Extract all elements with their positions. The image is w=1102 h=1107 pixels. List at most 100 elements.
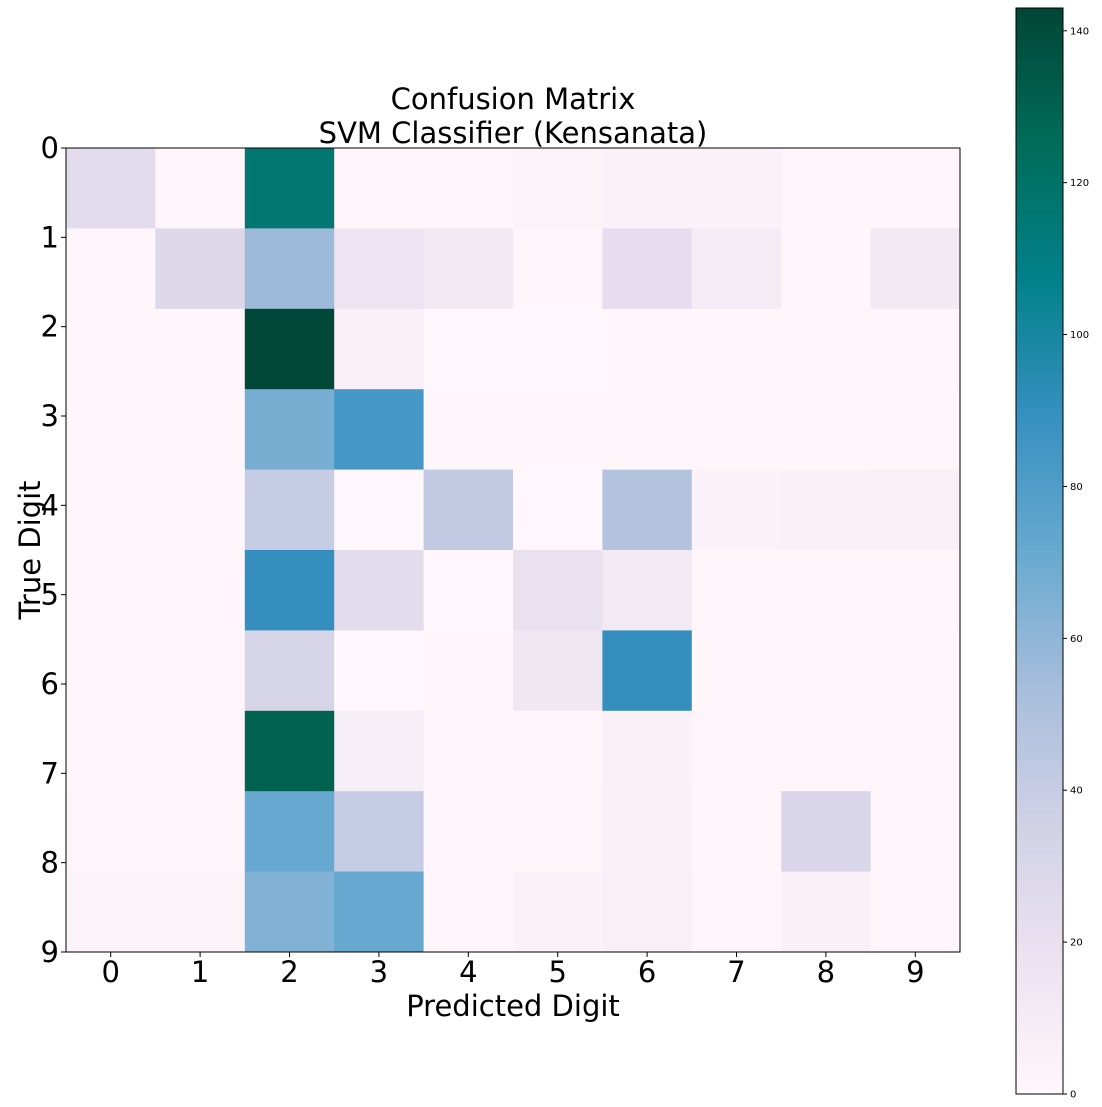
heatmap-cell-6-0 <box>66 630 156 712</box>
chart-title-line-1: Confusion Matrix <box>391 82 636 116</box>
heatmap-cell-9-6 <box>602 871 693 953</box>
chart-title-line-2: SVM Classifier (Kensanata) <box>319 116 708 150</box>
heatmap-cell-1-5 <box>513 228 603 310</box>
colorbar-tick-label-2: 40 <box>1070 786 1083 797</box>
heatmap-cell-9-5 <box>513 871 603 953</box>
heatmap-cell-6-5 <box>513 630 603 712</box>
heatmap-cell-8-3 <box>334 791 425 873</box>
heatmap-cell-5-6 <box>602 550 693 631</box>
heatmap-cell-3-3 <box>334 389 425 471</box>
heatmap-cell-3-7 <box>691 389 782 471</box>
x-tick-label-5: 5 <box>548 955 566 989</box>
heatmap-cell-6-7 <box>691 630 782 712</box>
heatmap-cell-8-9 <box>870 791 961 873</box>
heatmap-cell-0-5 <box>513 148 603 229</box>
heatmap-cell-3-6 <box>602 389 693 471</box>
heatmap-cell-3-1 <box>155 389 246 471</box>
heatmap-cell-5-4 <box>423 550 514 631</box>
x-tick-label-0: 0 <box>101 955 119 989</box>
heatmap-cell-8-4 <box>423 791 514 873</box>
heatmap-cell-0-8 <box>781 148 872 229</box>
heatmap-cell-2-5 <box>513 308 603 390</box>
heatmap-cell-6-1 <box>155 630 246 712</box>
x-tick-label-6: 6 <box>638 955 656 989</box>
y-tick-label-8: 8 <box>41 846 59 880</box>
heatmap-cell-9-9 <box>870 871 961 953</box>
y-tick-label-6: 6 <box>41 667 59 701</box>
heatmap-cell-8-5 <box>513 791 603 873</box>
y-axis-ticks: 0 1 2 3 4 5 6 7 8 9 <box>41 131 66 969</box>
heatmap-cell-5-9 <box>870 550 961 631</box>
heatmap-cell-4-9 <box>870 469 961 551</box>
heatmap-cell-1-1 <box>155 228 246 310</box>
heatmap-cell-9-0 <box>66 871 156 953</box>
colorbar-tick-label-5: 100 <box>1070 330 1089 341</box>
heatmap-cell-8-2 <box>244 791 335 873</box>
y-tick-label-7: 7 <box>41 756 59 790</box>
heatmap-cell-0-1 <box>155 148 246 229</box>
colorbar-tick-label-7: 140 <box>1070 26 1089 37</box>
heatmap-cell-4-0 <box>66 469 156 551</box>
heatmap-cell-7-3 <box>334 710 425 792</box>
heatmap-cell-2-8 <box>781 308 872 390</box>
heatmap-cell-1-3 <box>334 228 425 310</box>
heatmap-cell-0-9 <box>870 148 961 229</box>
x-tick-label-7: 7 <box>727 955 745 989</box>
heatmap-cell-7-9 <box>870 710 961 792</box>
heatmap-cell-5-3 <box>334 550 425 631</box>
heatmap-cell-8-6 <box>602 791 693 873</box>
heatmap-cells <box>66 148 961 953</box>
y-tick-label-5: 5 <box>41 578 59 612</box>
x-tick-label-4: 4 <box>459 955 477 989</box>
y-tick-label-4: 4 <box>41 488 59 522</box>
heatmap-cell-7-1 <box>155 710 246 792</box>
heatmap-cell-4-5 <box>513 469 603 551</box>
heatmap-cell-4-6 <box>602 469 693 551</box>
heatmap-cell-5-1 <box>155 550 246 631</box>
heatmap-cell-6-2 <box>244 630 335 712</box>
heatmap-cell-8-8 <box>781 791 872 873</box>
plot-frame <box>65 147 961 953</box>
x-tick-label-8: 8 <box>817 955 835 989</box>
heatmap-cell-0-3 <box>334 148 425 229</box>
heatmap-cell-2-3 <box>334 308 425 390</box>
colorbar-ticks: 0 20 40 60 80 100 120 140 <box>1063 26 1089 1101</box>
heatmap-cell-9-7 <box>691 871 782 953</box>
heatmap-cell-9-8 <box>781 871 872 953</box>
heatmap-cell-6-4 <box>423 630 514 712</box>
heatmap-cell-5-2 <box>244 550 335 631</box>
heatmap-cell-4-7 <box>691 469 782 551</box>
heatmap-cell-7-6 <box>602 710 693 792</box>
heatmap-cell-4-2 <box>244 469 335 551</box>
heatmap-cell-3-4 <box>423 389 514 471</box>
colorbar-tick-label-4: 80 <box>1070 482 1083 493</box>
heatmap-cell-7-7 <box>691 710 782 792</box>
heatmap-cell-2-6 <box>602 308 693 390</box>
heatmap-cell-6-3 <box>334 630 425 712</box>
y-tick-label-9: 9 <box>41 935 59 969</box>
heatmap-cell-4-8 <box>781 469 872 551</box>
heatmap-cell-1-7 <box>691 228 782 310</box>
heatmap-cell-2-2 <box>244 308 335 390</box>
heatmap-cell-1-9 <box>870 228 961 310</box>
heatmap-cell-4-1 <box>155 469 246 551</box>
heatmap-cell-7-2 <box>244 710 335 792</box>
heatmap-cell-5-8 <box>781 550 872 631</box>
y-tick-label-0: 0 <box>41 131 59 165</box>
heatmap-cell-0-0 <box>66 148 156 229</box>
heatmap-cell-4-3 <box>334 469 425 551</box>
heatmap-cell-7-5 <box>513 710 603 792</box>
heatmap-cell-5-0 <box>66 550 156 631</box>
x-tick-label-9: 9 <box>906 955 924 989</box>
colorbar <box>1015 7 1064 1095</box>
heatmap-cell-6-8 <box>781 630 872 712</box>
heatmap-cell-3-8 <box>781 389 872 471</box>
heatmap-cell-0-7 <box>691 148 782 229</box>
y-tick-label-1: 1 <box>41 220 59 254</box>
heatmap-cell-2-7 <box>691 308 782 390</box>
heatmap-cell-1-8 <box>781 228 872 310</box>
heatmap-cell-4-4 <box>423 469 514 551</box>
colorbar-tick-label-3: 60 <box>1070 634 1083 645</box>
heatmap-cell-8-0 <box>66 791 156 873</box>
